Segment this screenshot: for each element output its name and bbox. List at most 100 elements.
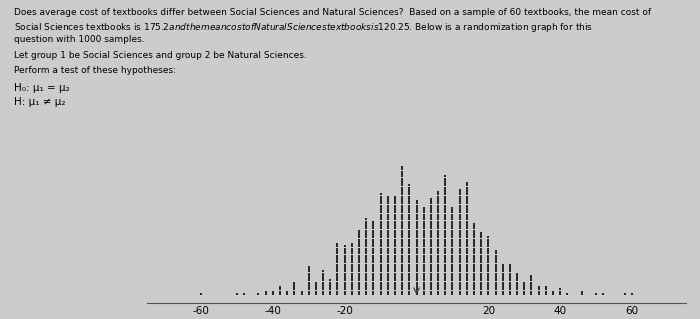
Point — [497, 280, 508, 285]
Point — [368, 246, 379, 251]
Point — [375, 219, 386, 224]
Point — [475, 276, 486, 281]
Point — [396, 219, 407, 224]
Point — [454, 217, 466, 222]
Text: Let group 1 be Social Sciences and group 2 be Natural Sciences.: Let group 1 be Social Sciences and group… — [14, 51, 307, 60]
Point — [382, 197, 393, 202]
Point — [461, 224, 472, 229]
Point — [440, 251, 451, 256]
Point — [354, 239, 365, 244]
Point — [396, 233, 407, 238]
Point — [433, 203, 444, 208]
Point — [461, 257, 472, 263]
Point — [332, 257, 343, 263]
Point — [475, 287, 486, 292]
Point — [411, 289, 422, 294]
Point — [274, 285, 286, 290]
Point — [483, 278, 494, 283]
Point — [490, 251, 501, 256]
Point — [360, 221, 372, 226]
Point — [433, 208, 444, 213]
Point — [411, 271, 422, 276]
Point — [396, 208, 407, 213]
Point — [461, 271, 472, 276]
Point — [447, 235, 458, 240]
Point — [325, 285, 336, 290]
Point — [426, 276, 437, 281]
Point — [433, 278, 444, 283]
Point — [382, 210, 393, 215]
Point — [375, 226, 386, 231]
Point — [447, 273, 458, 278]
Point — [533, 285, 545, 290]
Point — [475, 230, 486, 235]
Point — [418, 244, 429, 249]
Point — [411, 221, 422, 226]
Point — [440, 292, 451, 297]
Point — [447, 244, 458, 249]
Point — [440, 214, 451, 219]
Point — [433, 224, 444, 229]
Point — [411, 249, 422, 254]
Point — [396, 185, 407, 190]
Point — [389, 267, 400, 272]
Point — [533, 287, 545, 292]
Point — [426, 197, 437, 202]
Point — [454, 187, 466, 192]
Point — [396, 230, 407, 235]
Point — [354, 287, 365, 292]
Point — [475, 251, 486, 256]
Point — [404, 264, 415, 269]
Point — [461, 219, 472, 224]
Point — [433, 226, 444, 231]
Point — [433, 271, 444, 276]
Point — [404, 289, 415, 294]
Point — [461, 244, 472, 249]
Point — [375, 253, 386, 258]
Point — [288, 285, 300, 290]
Point — [339, 269, 350, 274]
Point — [433, 217, 444, 222]
Point — [389, 249, 400, 254]
Point — [354, 292, 365, 297]
Point — [303, 276, 314, 281]
Point — [418, 233, 429, 238]
Point — [318, 273, 329, 278]
Point — [360, 262, 372, 267]
Point — [396, 264, 407, 269]
Point — [360, 249, 372, 254]
Point — [440, 228, 451, 233]
Point — [396, 224, 407, 229]
Point — [447, 267, 458, 272]
Point — [447, 233, 458, 238]
Point — [346, 255, 358, 260]
Point — [475, 292, 486, 297]
Point — [288, 280, 300, 285]
Point — [389, 203, 400, 208]
Point — [483, 269, 494, 274]
Point — [382, 199, 393, 204]
Point — [490, 289, 501, 294]
Point — [418, 251, 429, 256]
Point — [404, 278, 415, 283]
Point — [303, 264, 314, 269]
Point — [433, 197, 444, 202]
Point — [461, 221, 472, 226]
Point — [440, 194, 451, 199]
Point — [475, 255, 486, 260]
Point — [512, 287, 523, 292]
Point — [418, 210, 429, 215]
Point — [440, 253, 451, 258]
Point — [396, 289, 407, 294]
Point — [461, 199, 472, 204]
Point — [447, 276, 458, 281]
Point — [396, 276, 407, 281]
Point — [396, 249, 407, 254]
Point — [475, 264, 486, 269]
Point — [591, 292, 602, 297]
Point — [426, 269, 437, 274]
Point — [396, 194, 407, 199]
Point — [346, 251, 358, 256]
Point — [454, 260, 466, 265]
Point — [426, 282, 437, 287]
